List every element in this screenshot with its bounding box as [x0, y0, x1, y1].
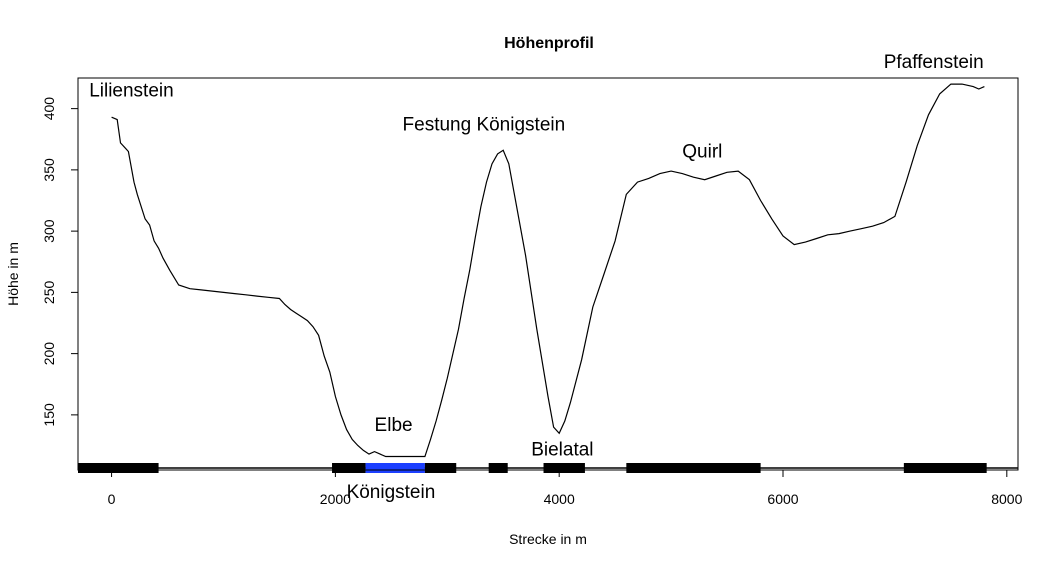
y-axis: 150 200 250 300 350 400	[41, 97, 79, 427]
y-tick-label: 300	[41, 219, 57, 243]
annotation-label: Quirl	[682, 142, 722, 163]
route-segment-4	[488, 463, 508, 473]
profile-line-layer	[111, 83, 985, 458]
annotations: Lilienstein Festung Königstein Quirl Elbe Bi…	[89, 52, 984, 503]
route-segments	[78, 463, 1018, 473]
annotation-label: Bielatal	[531, 439, 593, 460]
y-tick-label: 250	[41, 281, 57, 305]
x-tick-label: 0	[108, 491, 116, 507]
chart-title: Höhenprofil	[504, 35, 594, 52]
y-tick-label: 150	[41, 403, 57, 427]
route-segment-3	[424, 463, 457, 473]
plot-frame	[77, 77, 1019, 471]
route-segment-6	[626, 463, 761, 473]
annotation-label: Festung Königstein	[403, 115, 566, 136]
x-axis-label: Strecke in m	[509, 531, 587, 547]
x-tick-label: 4000	[544, 491, 575, 507]
y-tick-label: 350	[41, 158, 57, 182]
annotation-label: Elbe	[375, 415, 413, 436]
y-axis-label: Höhe in m	[5, 242, 21, 306]
y-tick-label: 400	[41, 97, 57, 121]
x-axis: 0 2000 4000 6000 8000	[108, 469, 1023, 507]
x-tick-label: 6000	[767, 491, 798, 507]
route-segment-2	[365, 463, 425, 473]
route-segment-0	[78, 463, 159, 473]
x-tick-label: 8000	[991, 491, 1022, 507]
route-segment-7	[903, 463, 987, 473]
annotation-label: Königstein	[347, 482, 436, 503]
y-tick-label: 200	[41, 342, 57, 366]
x-tick-label: 2000	[320, 491, 351, 507]
annotation-label: Pfaffenstein	[884, 52, 984, 73]
profile-line-0	[111, 83, 985, 458]
annotation-label: Lilienstein	[89, 80, 174, 101]
route-segment-1	[332, 463, 366, 473]
route-segment-5	[543, 463, 585, 473]
